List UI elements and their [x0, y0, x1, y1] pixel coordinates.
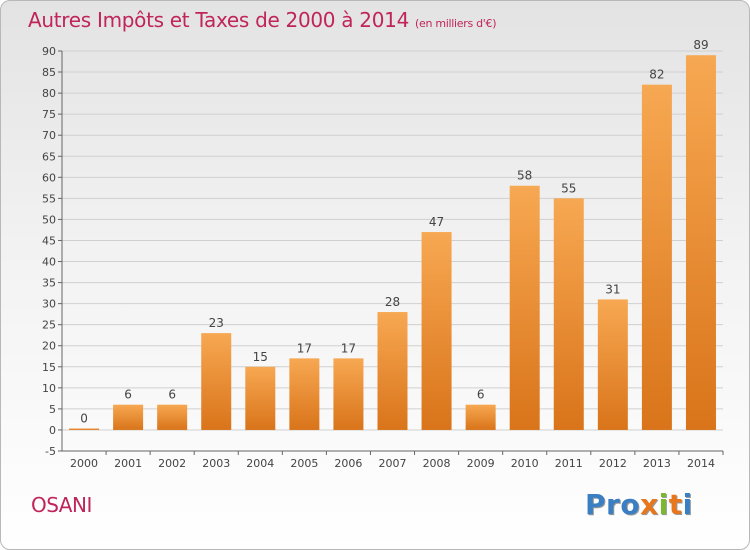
- bar-2014: [685, 55, 716, 430]
- y-tick-label: 0: [49, 424, 56, 437]
- data-label: 47: [429, 215, 444, 229]
- x-axis-ticks: 2000 2001 2002 2003 2004 2005 2006 2007 2008 2009…: [70, 451, 724, 470]
- x-tick-label: 2013: [643, 457, 671, 470]
- bar-2008: [421, 232, 452, 430]
- y-tick-label: 45: [42, 234, 56, 247]
- y-tick-label: 30: [42, 298, 56, 311]
- y-tick-label: 10: [42, 382, 56, 395]
- bar-2012: [597, 299, 628, 430]
- x-tick-label: 2004: [246, 457, 274, 470]
- y-tick-label: 50: [42, 213, 56, 226]
- x-tick-label: 2008: [423, 457, 451, 470]
- bar-2011: [553, 198, 584, 430]
- bar-2004: [245, 366, 276, 430]
- data-label: 6: [168, 388, 176, 402]
- bar-2010: [509, 185, 540, 430]
- bar-2013: [641, 84, 672, 430]
- bar-2000: [69, 428, 100, 430]
- y-tick-label: -5: [45, 445, 56, 458]
- x-tick-label: 2012: [599, 457, 627, 470]
- bar-2005: [289, 358, 320, 430]
- bars: 0 6 6 23 15 17 17 28 47 6 58 55 31 82 89: [69, 38, 716, 430]
- x-tick-label: 2009: [467, 457, 495, 470]
- x-tick-label: 2003: [202, 457, 230, 470]
- data-label: 23: [209, 316, 224, 330]
- data-label: 82: [649, 68, 664, 82]
- y-tick-label: 5: [49, 403, 56, 416]
- data-label: 31: [605, 282, 620, 296]
- x-tick-label: 2006: [334, 457, 362, 470]
- logo-letter: o: [620, 488, 641, 521]
- title-text: Autres Impôts et Taxes de 2000 à 2014: [28, 8, 409, 32]
- data-label: 58: [517, 169, 532, 183]
- logo-letter: i: [658, 488, 669, 521]
- x-tick-label: 2007: [379, 457, 407, 470]
- x-tick-label: 2000: [70, 457, 98, 470]
- logo-letter: x: [640, 488, 659, 521]
- y-tick-label: 15: [42, 361, 56, 374]
- y-tick-label: 65: [42, 150, 56, 163]
- commune-name: OSANI: [31, 493, 92, 517]
- unit-label: (en milliers d'€): [415, 17, 497, 30]
- y-axis-ticks: -5 0 5 10 15 20 25 30 35 40 45 50 55 60 65 70 75 80 85 90: [42, 45, 62, 458]
- y-tick-label: 75: [42, 108, 56, 121]
- x-tick-label: 2002: [158, 457, 186, 470]
- x-tick-label: 2014: [687, 457, 715, 470]
- y-tick-label: 60: [42, 171, 56, 184]
- x-tick-label: 2010: [511, 457, 539, 470]
- proxiti-logo[interactable]: Proxiti: [585, 488, 693, 521]
- y-tick-label: 25: [42, 319, 56, 332]
- bar-2003: [201, 333, 232, 430]
- y-tick-label: 55: [42, 192, 56, 205]
- chart-title: Autres Impôts et Taxes de 2000 à 2014 (en…: [28, 8, 496, 32]
- logo-letter: r: [606, 488, 621, 521]
- logo-letter: t: [668, 488, 683, 521]
- data-label: 6: [477, 388, 485, 402]
- logo-letter: P: [585, 488, 607, 521]
- x-tick-label: 2001: [114, 457, 142, 470]
- x-tick-label: 2011: [555, 457, 583, 470]
- y-tick-label: 40: [42, 256, 56, 269]
- logo-letter: i: [682, 488, 693, 521]
- y-tick-label: 70: [42, 129, 56, 142]
- bar-2002: [157, 404, 188, 430]
- data-label: 0: [80, 411, 88, 425]
- y-tick-label: 80: [42, 87, 56, 100]
- y-tick-label: 90: [42, 45, 56, 58]
- data-label: 55: [561, 181, 576, 195]
- bar-2006: [333, 358, 364, 430]
- data-label: 6: [124, 388, 132, 402]
- bar-2001: [113, 404, 144, 430]
- bar-2009: [465, 404, 496, 430]
- y-tick-label: 35: [42, 277, 56, 290]
- y-tick-label: 85: [42, 66, 56, 79]
- data-label: 17: [297, 341, 312, 355]
- data-label: 17: [341, 341, 356, 355]
- x-tick-label: 2005: [290, 457, 318, 470]
- data-label: 89: [693, 38, 708, 52]
- data-label: 28: [385, 295, 400, 309]
- bar-2007: [377, 312, 408, 430]
- data-label: 15: [253, 350, 268, 364]
- y-tick-label: 20: [42, 340, 56, 353]
- axes: [61, 51, 723, 452]
